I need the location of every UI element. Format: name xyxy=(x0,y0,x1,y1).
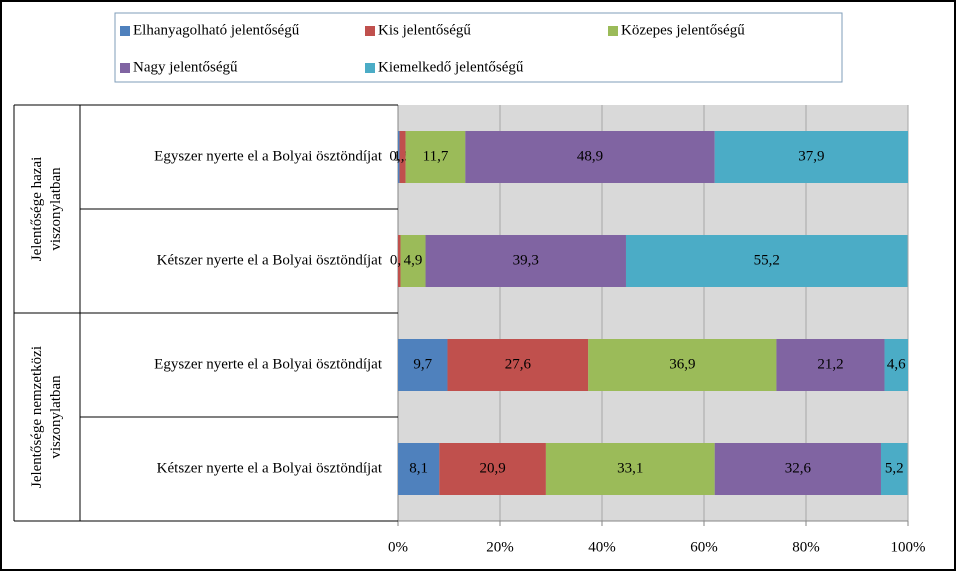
y-tick-label: Kétszer nyerte el a Bolyai ösztöndíjat xyxy=(157,460,383,476)
x-tick-label: 40% xyxy=(588,539,616,555)
group-label: Jelentősége hazai viszonylatban xyxy=(29,156,64,262)
data-label: 48,9 xyxy=(577,148,603,164)
bar-segment xyxy=(447,339,589,391)
data-label: 55,2 xyxy=(754,252,780,268)
data-label: 4,6 xyxy=(887,356,906,372)
data-label: 33,1 xyxy=(617,460,643,476)
y-tick-label: Egyszer nyerte el a Bolyai ösztöndíjat xyxy=(154,356,383,372)
legend-swatch xyxy=(365,63,375,73)
data-label: 20,9 xyxy=(479,460,505,476)
legend-swatch xyxy=(120,26,130,36)
bar-segment xyxy=(714,443,881,495)
y-tick-label: Kétszer nyerte el a Bolyai ösztöndíjat xyxy=(157,252,383,268)
x-tick-label: 80% xyxy=(792,539,820,555)
bar-segment xyxy=(884,339,908,391)
bar-segment xyxy=(439,443,546,495)
data-label: 32,6 xyxy=(785,460,812,476)
bar-segment xyxy=(399,131,406,183)
data-label: 5,2 xyxy=(885,460,904,476)
data-label: 37,9 xyxy=(798,148,824,164)
legend-swatch xyxy=(608,26,618,36)
x-tick-label: 0% xyxy=(388,539,408,555)
legend-label: Közepes jelentőségű xyxy=(621,22,745,38)
legend-swatch xyxy=(365,26,375,36)
bar-segment xyxy=(398,443,440,495)
data-label: 4,9 xyxy=(404,252,423,268)
x-tick-label: 20% xyxy=(486,539,514,555)
bar-segment xyxy=(625,235,908,287)
legend-label: Nagy jelentőségű xyxy=(133,59,238,75)
bar-segment xyxy=(880,443,908,495)
bar-segment xyxy=(400,235,426,287)
legend-label: Elhanyagolható jelentőségű xyxy=(133,22,300,38)
data-label: 9,7 xyxy=(413,356,432,372)
bar-segment xyxy=(398,339,448,391)
bar-segment xyxy=(776,339,885,391)
x-tick-label: 100% xyxy=(891,539,926,555)
data-label: 11,7 xyxy=(423,148,449,164)
legend-box xyxy=(114,12,843,83)
legend-label: Kis jelentőségű xyxy=(378,22,471,38)
x-tick-label: 60% xyxy=(690,539,718,555)
bar-segment xyxy=(714,131,908,183)
bar-segment xyxy=(405,131,466,183)
bar-segment xyxy=(425,235,626,287)
legend-label: Kiemelkedő jelentőségű xyxy=(378,59,524,75)
data-label: 36,9 xyxy=(669,356,695,372)
legend-swatch xyxy=(120,63,130,73)
bar-segment xyxy=(588,339,777,391)
data-label: 21,2 xyxy=(817,356,843,372)
y-tick-label: Egyszer nyerte el a Bolyai ösztöndíjat xyxy=(154,148,383,164)
bar-segment xyxy=(465,131,715,183)
data-label: 27,6 xyxy=(505,356,532,372)
bar-segment xyxy=(398,131,400,183)
bar-segment xyxy=(545,443,715,495)
data-label: 8,1 xyxy=(409,460,428,476)
data-label: 39,3 xyxy=(513,252,539,268)
group-label: Jelentősége nemzetközi viszonylatban xyxy=(29,345,64,489)
bar-segment xyxy=(398,235,401,287)
